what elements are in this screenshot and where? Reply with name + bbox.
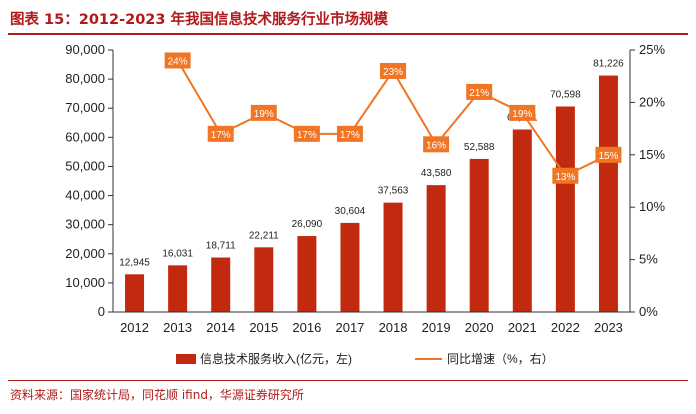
right-tick-label: 20% xyxy=(639,94,665,109)
bar xyxy=(340,222,360,312)
bar xyxy=(125,274,145,312)
growth-label: 21% xyxy=(469,88,489,99)
growth-point xyxy=(380,62,407,79)
x-tick-label: 2014 xyxy=(206,320,235,335)
bar-value-label: 16,031 xyxy=(162,248,193,259)
x-tick-label: 2022 xyxy=(551,320,580,335)
bar xyxy=(297,236,317,312)
legend-line-label: 同比增速（%，右） xyxy=(447,351,554,366)
bar-value-label: 43,580 xyxy=(421,168,452,179)
growth-point xyxy=(552,167,579,184)
legend-bar-swatch xyxy=(176,354,196,364)
x-tick-label: 2013 xyxy=(163,320,192,335)
growth-point xyxy=(293,125,320,142)
x-axis: 2012 2013 2014 2015 2016 2017 2018 2019 2020 2021… xyxy=(113,311,630,335)
bar xyxy=(383,202,403,312)
bar-value-label: 30,604 xyxy=(335,206,366,217)
bar-value-label: 22,211 xyxy=(249,230,279,241)
right-tick-label: 10% xyxy=(639,199,665,214)
left-axis: 0 10,000 20,000 30,000 40,000 50,000 60,000 70,… xyxy=(65,42,114,319)
x-tick-label: 2020 xyxy=(465,320,494,335)
growth-label: 23% xyxy=(383,67,403,78)
growth-label: 13% xyxy=(555,172,575,183)
growth-label: 17% xyxy=(340,130,360,141)
footer-divider xyxy=(8,380,688,381)
right-tick-label: 0% xyxy=(639,304,658,319)
left-tick-label: 90,000 xyxy=(65,42,105,57)
bar-value-label: 70,598 xyxy=(550,89,581,100)
legend: 信息技术服务收入(亿元，左) 同比增速（%，右） xyxy=(176,351,554,366)
legend-bar-label: 信息技术服务收入(亿元，左) xyxy=(200,351,352,366)
growth-point xyxy=(595,146,622,163)
growth-point xyxy=(509,104,536,121)
right-axis: 0% 5% 10% 15% 20% 25% xyxy=(629,42,665,319)
chart-title: 图表 15：2012-2023 年我国信息技术服务行业市场规模 xyxy=(10,12,389,28)
source-note: 资料来源：国家统计局，同花顺 ifind，华源证券研究所 xyxy=(10,388,304,402)
left-tick-label: 50,000 xyxy=(65,158,105,173)
x-tick-label: 2023 xyxy=(594,320,623,335)
x-tick-label: 2019 xyxy=(422,320,451,335)
growth-point xyxy=(336,125,363,142)
bar-value-label: 81,226 xyxy=(593,59,624,70)
left-tick-label: 20,000 xyxy=(65,246,105,261)
right-tick-label: 15% xyxy=(639,147,665,162)
growth-label: 19% xyxy=(512,109,532,120)
left-tick-label: 40,000 xyxy=(65,188,105,203)
line-series: 24% 17% 19% 17% 17% 23% 16% 21% 19% 13% 15% xyxy=(164,52,622,184)
left-tick-label: 10,000 xyxy=(65,275,105,290)
bar-value-label: 12,945 xyxy=(119,257,150,268)
bar xyxy=(211,257,231,312)
x-tick-label: 2018 xyxy=(379,320,408,335)
x-tick-label: 2015 xyxy=(249,320,278,335)
growth-point xyxy=(250,104,277,121)
left-tick-label: 80,000 xyxy=(65,71,105,86)
growth-label: 15% xyxy=(598,151,618,162)
title-divider xyxy=(8,33,688,35)
bar-value-label: 26,090 xyxy=(292,219,323,230)
growth-point xyxy=(466,83,493,100)
growth-label: 17% xyxy=(297,130,317,141)
x-tick-label: 2016 xyxy=(292,320,321,335)
growth-point xyxy=(423,136,450,153)
bar-value-label: 37,563 xyxy=(378,186,409,197)
x-tick-label: 2017 xyxy=(335,320,364,335)
bar xyxy=(512,129,532,312)
growth-label: 19% xyxy=(254,109,274,120)
bar-series: 12,945 16,031 18,711 22,211 26,090 30,604 37,5… xyxy=(119,59,624,313)
bar xyxy=(254,247,274,312)
bar xyxy=(469,158,489,312)
left-tick-label: 60,000 xyxy=(65,129,105,144)
bar xyxy=(555,106,575,312)
bar xyxy=(168,265,188,312)
right-tick-label: 5% xyxy=(639,252,658,267)
bar xyxy=(426,185,446,312)
growth-label: 24% xyxy=(168,56,188,67)
left-tick-label: 0 xyxy=(98,304,105,319)
x-tick-label: 2012 xyxy=(120,320,149,335)
bar-value-label: 52,588 xyxy=(464,142,495,153)
growth-point xyxy=(164,52,191,69)
left-tick-label: 30,000 xyxy=(65,217,105,232)
bar-value-label: 18,711 xyxy=(206,241,236,252)
growth-point xyxy=(207,125,234,142)
bar xyxy=(598,75,618,313)
right-tick-label: 25% xyxy=(639,42,665,57)
growth-label: 16% xyxy=(426,140,446,151)
growth-label: 17% xyxy=(211,130,231,141)
left-tick-label: 70,000 xyxy=(65,100,105,115)
x-tick-label: 2021 xyxy=(508,320,537,335)
